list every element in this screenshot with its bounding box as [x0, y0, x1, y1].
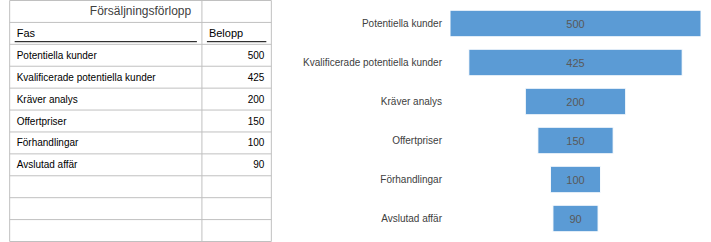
svg-text:Förhandlingar: Förhandlingar [17, 137, 79, 148]
svg-text:Avslutad affär: Avslutad affär [17, 159, 78, 170]
svg-text:425: 425 [566, 57, 584, 69]
svg-text:100: 100 [566, 174, 584, 186]
svg-text:Avslutad affär: Avslutad affär [381, 213, 442, 224]
svg-text:Fas: Fas [17, 27, 36, 39]
svg-text:500: 500 [248, 50, 265, 61]
svg-text:Kvalificerade potentiella kund: Kvalificerade potentiella kunder [17, 72, 157, 83]
svg-text:Potentiella kunder: Potentiella kunder [362, 18, 443, 29]
svg-text:Kräver analys: Kräver analys [17, 94, 78, 105]
svg-text:90: 90 [253, 159, 265, 170]
svg-text:500: 500 [566, 18, 584, 30]
svg-text:Belopp: Belopp [209, 27, 243, 39]
svg-text:Offertpriser: Offertpriser [392, 135, 442, 146]
svg-text:Offertpriser: Offertpriser [17, 116, 67, 127]
svg-text:Kräver analys: Kräver analys [381, 96, 442, 107]
svg-text:150: 150 [248, 116, 265, 127]
svg-text:Potentiella kunder: Potentiella kunder [17, 50, 98, 61]
svg-text:100: 100 [248, 137, 265, 148]
svg-text:Försäljningsförlopp: Försäljningsförlopp [90, 4, 192, 18]
svg-text:Kvalificerade potentiella kund: Kvalificerade potentiella kunder [303, 57, 443, 68]
svg-text:150: 150 [566, 135, 584, 147]
svg-text:200: 200 [566, 96, 584, 108]
svg-text:90: 90 [569, 213, 581, 225]
svg-text:Förhandlingar: Förhandlingar [380, 174, 442, 185]
svg-text:200: 200 [248, 94, 265, 105]
svg-text:425: 425 [248, 72, 265, 83]
